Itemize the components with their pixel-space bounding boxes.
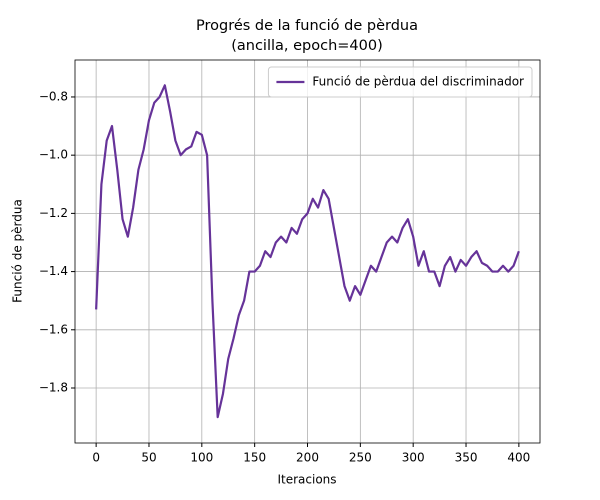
data-line: [95, 84, 520, 419]
y-tick-label: −1.4: [39, 264, 68, 278]
chart-title: (ancilla, epoch=400): [231, 38, 383, 54]
legend-label: Funció de pèrdua del discriminador: [312, 75, 524, 89]
x-tick-label: 150: [243, 451, 266, 465]
chart-title: Progrés de la funció de pèrdua: [196, 18, 418, 34]
x-axis-label: Iteracions: [277, 473, 336, 487]
x-tick-label: 50: [141, 451, 156, 465]
x-tick-label: 200: [296, 451, 319, 465]
y-tick-label: −1.0: [39, 148, 68, 162]
y-tick-label: −0.8: [39, 89, 68, 103]
x-tick-label: 100: [190, 451, 213, 465]
x-tick-label: 0: [92, 451, 100, 465]
y-tick-label: −1.2: [39, 206, 68, 220]
x-tick-label: 400: [507, 451, 530, 465]
x-tick-label: 350: [455, 451, 478, 465]
y-axis-label: Funció de pèrdua: [11, 199, 25, 303]
y-tick-label: −1.8: [39, 380, 68, 394]
legend-box: [267, 66, 533, 98]
x-tick-label: 250: [349, 451, 372, 465]
x-tick-label: 300: [402, 451, 425, 465]
legend: Funció de pèrdua del discriminador: [267, 66, 533, 98]
plot-frame: [74, 59, 541, 444]
y-tick-label: −1.6: [39, 322, 68, 336]
